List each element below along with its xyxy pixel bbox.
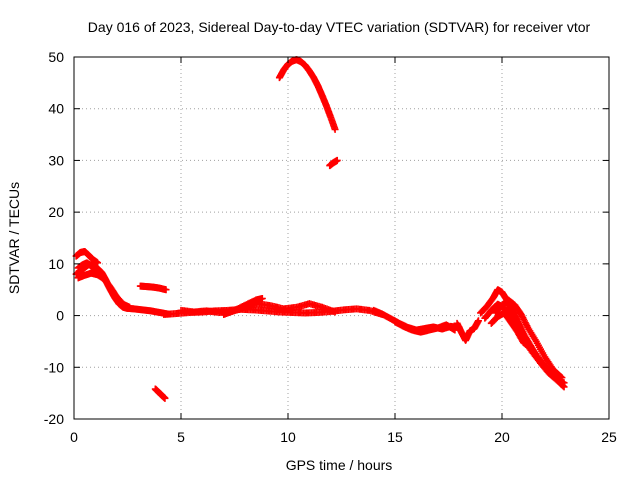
y-tick-label: 50 xyxy=(48,49,64,65)
data-point xyxy=(161,394,169,402)
y-tick-label: 10 xyxy=(48,256,64,272)
data-point xyxy=(126,303,134,311)
data-point xyxy=(474,317,482,325)
ticks: 0 5 10 15 20 25 -20 -10 0 10 20 30 40 50 xyxy=(44,49,617,445)
x-tick-label: 25 xyxy=(601,429,617,445)
series-arc-10h-peak xyxy=(275,56,339,133)
data-point xyxy=(333,156,341,164)
x-tick-label: 5 xyxy=(177,429,185,445)
data-point xyxy=(258,295,266,303)
x-tick-label: 15 xyxy=(387,429,403,445)
y-axis-label: SDTVAR / TECUs xyxy=(6,182,22,294)
plot-frame xyxy=(73,56,610,420)
x-axis-label: GPS time / hours xyxy=(286,457,393,473)
y-tick-label: 40 xyxy=(48,101,64,117)
x-tick-label: 10 xyxy=(280,429,296,445)
series-arc-12h-short xyxy=(326,156,341,170)
series-arc-early-low xyxy=(74,269,134,311)
series-arc-afternoon-b xyxy=(391,318,459,336)
series-arc-evening-hump xyxy=(220,295,266,319)
y-tick-label: 20 xyxy=(48,204,64,220)
data-point xyxy=(331,125,339,133)
chart-title: Day 016 of 2023, Sidereal Day-to-day VTE… xyxy=(88,19,591,35)
y-tick-label: 30 xyxy=(48,152,64,168)
series-arc-4h-negative xyxy=(151,385,169,402)
x-tick-label: 0 xyxy=(70,429,78,445)
series-arc-20h-c xyxy=(487,309,568,387)
y-tick-label: -20 xyxy=(44,411,64,427)
series-arc-18h-spikes xyxy=(453,317,482,344)
data-point xyxy=(560,379,568,387)
grid xyxy=(74,57,609,419)
data-layer xyxy=(72,56,568,402)
series-arc-3h-small xyxy=(136,282,170,294)
y-tick-label: 0 xyxy=(56,308,64,324)
data-point xyxy=(557,373,565,381)
data-point xyxy=(162,286,170,294)
y-tick-label: -10 xyxy=(44,359,64,375)
series-arc-20h-d xyxy=(492,296,566,382)
data-point xyxy=(331,308,339,316)
data-point xyxy=(558,374,566,382)
x-tick-label: 20 xyxy=(494,429,510,445)
